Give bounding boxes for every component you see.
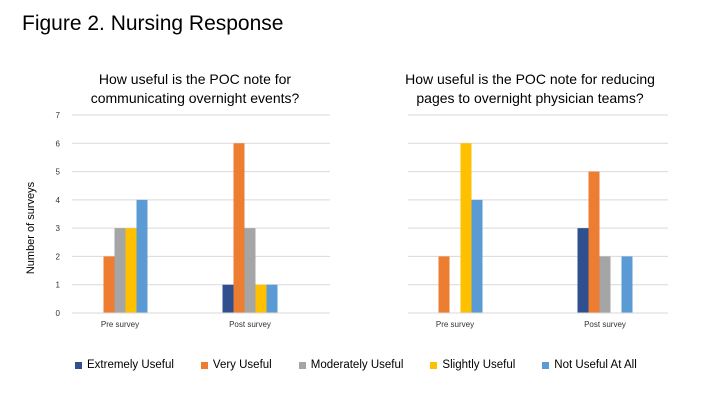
legend: Extremely Useful Very Useful Moderately … — [75, 359, 664, 371]
chart-2-title-line-2: pages to overnight physician teams? — [416, 90, 644, 106]
legend-swatch — [430, 361, 438, 369]
bar-slightly-useful — [460, 143, 472, 313]
legend-label: Slightly Useful — [442, 359, 516, 371]
x-tick-label: Pre survey — [101, 320, 139, 329]
bar-extremely-useful — [577, 228, 589, 313]
figure-title: Figure 2. Nursing Response — [22, 12, 284, 35]
bar-very-useful — [233, 143, 245, 313]
x-tick-label: Post survey — [229, 320, 271, 329]
chart-2-title-line-1: How useful is the POC note for reducing — [405, 71, 655, 87]
chart-1-title: How useful is the POC note for communica… — [70, 70, 320, 108]
legend-label: Very Useful — [212, 359, 272, 371]
legend-label: Extremely Useful — [87, 359, 174, 371]
bar-slightly-useful — [125, 228, 137, 313]
y-tick-label: 2 — [56, 252, 61, 261]
legend-item-very-useful: Very Useful — [200, 359, 272, 371]
x-tick-label: Post survey — [584, 320, 626, 329]
y-tick-label: 7 — [56, 111, 61, 120]
bar-moderately-useful — [599, 256, 611, 313]
legend-item-moderately-useful: Moderately Useful — [298, 359, 404, 371]
legend-item-not-useful-at-all: Not Useful At All — [542, 359, 637, 371]
legend-item-extremely-useful: Extremely Useful — [75, 359, 174, 371]
bar-not-useful-at-all — [471, 199, 483, 313]
bar-very-useful — [588, 171, 600, 313]
chart-1-title-line-2: communicating overnight events? — [90, 90, 300, 106]
x-tick-label: Pre survey — [436, 320, 474, 329]
y-tick-label: 6 — [56, 139, 61, 148]
bar-slightly-useful — [255, 284, 267, 313]
bar-extremely-useful — [222, 284, 234, 313]
legend-swatch — [298, 361, 306, 369]
chart-1-title-line-1: How useful is the POC note for — [98, 71, 292, 87]
bar-not-useful-at-all — [621, 256, 633, 313]
chart-2-title: How useful is the POC note for reducing … — [400, 70, 660, 108]
legend-swatch — [200, 361, 208, 369]
legend-item-slightly-useful: Slightly Useful — [430, 359, 515, 371]
legend-swatch — [75, 361, 82, 369]
bar-moderately-useful — [114, 228, 126, 313]
y-tick-label: 1 — [56, 281, 61, 290]
bar-not-useful-at-all — [266, 284, 278, 313]
y-tick-label: 4 — [56, 196, 61, 205]
y-tick-label: 5 — [56, 168, 61, 177]
legend-label: Not Useful At All — [554, 359, 637, 371]
y-tick-label: 3 — [56, 224, 61, 233]
y-tick-label: 0 — [56, 309, 61, 318]
bar-very-useful — [438, 256, 450, 313]
bar-not-useful-at-all — [136, 199, 148, 313]
legend-label: Moderately Useful — [310, 359, 404, 371]
bar-moderately-useful — [244, 228, 256, 313]
bar-very-useful — [103, 256, 115, 313]
legend-swatch — [542, 361, 550, 369]
